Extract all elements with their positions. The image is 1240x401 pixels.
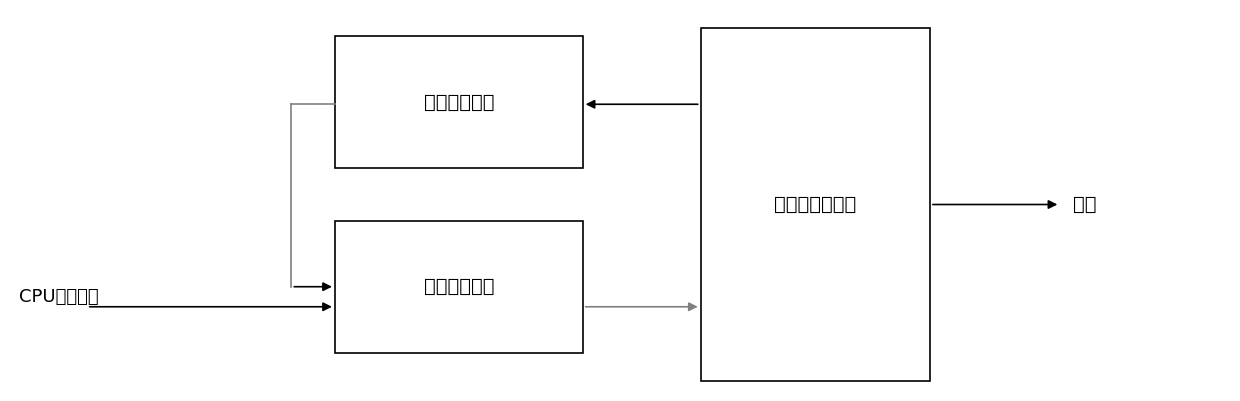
- Text: 输出: 输出: [1073, 195, 1096, 214]
- Text: 逻辑控制电路: 逻辑控制电路: [424, 277, 494, 296]
- Text: 电流检测电路: 电流检测电路: [424, 93, 494, 112]
- Bar: [335, 36, 583, 168]
- Bar: [701, 28, 930, 381]
- Text: CPU控制信号: CPU控制信号: [19, 288, 98, 306]
- Bar: [335, 221, 583, 353]
- Text: 开关电源主电路: 开关电源主电路: [774, 195, 857, 214]
